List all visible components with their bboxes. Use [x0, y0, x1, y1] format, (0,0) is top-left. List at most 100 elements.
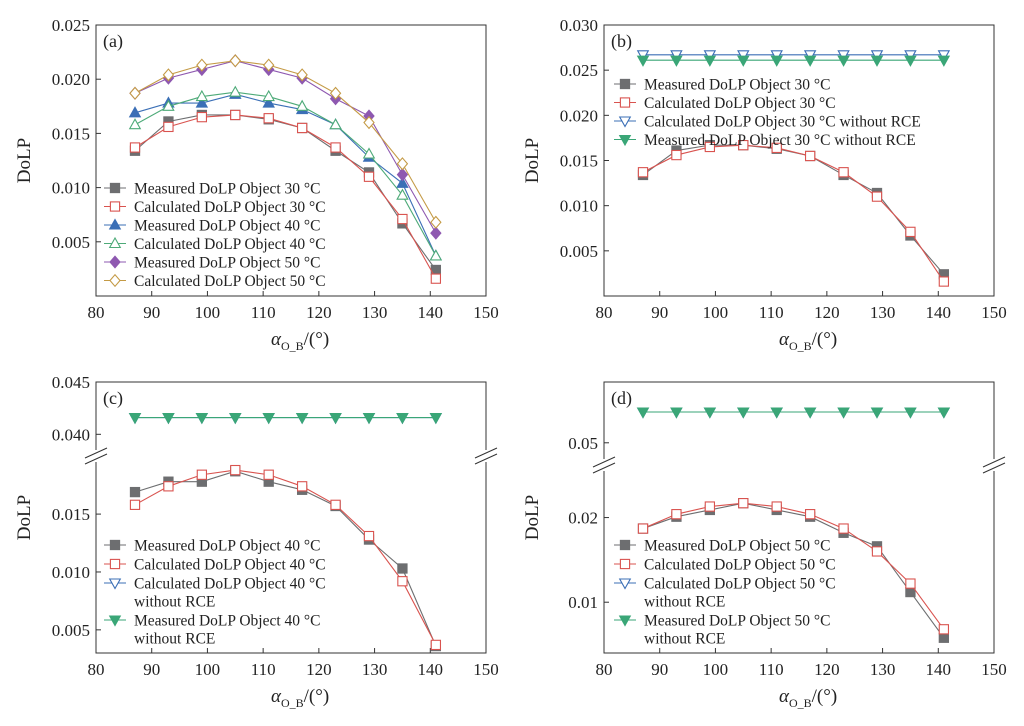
data-point [229, 85, 242, 97]
data-point [804, 509, 816, 520]
x-axis-symbol: α [779, 686, 790, 707]
x-tick-label: 120 [814, 303, 840, 322]
data-point [905, 578, 916, 589]
data-point [230, 109, 241, 121]
series-1 [637, 139, 950, 280]
y-tick-label: 0.020 [560, 106, 598, 125]
data-point [837, 50, 850, 62]
data-point [330, 142, 341, 153]
axis-break-mark [982, 456, 1006, 468]
y-tick-label: 0.040 [52, 425, 90, 444]
data-point [162, 413, 175, 425]
x-axis-subscript: O_B [789, 696, 812, 710]
data-point [770, 55, 783, 67]
x-tick-label: 140 [418, 660, 444, 679]
y-tick-label: 0.005 [560, 242, 598, 261]
data-point [129, 142, 141, 153]
data-point [396, 176, 409, 188]
x-axis-unit: /(°) [304, 686, 330, 707]
y-tick-label: 0.01 [568, 593, 598, 612]
x-tick-label: 140 [418, 303, 444, 322]
series-line [642, 144, 945, 282]
data-point [704, 501, 716, 512]
x-tick-label: 150 [473, 660, 499, 679]
x-tick-label: 110 [759, 303, 784, 322]
series-2 [129, 109, 442, 284]
x-tick-label: 90 [143, 660, 160, 679]
data-point [396, 167, 409, 182]
data-point [871, 191, 883, 202]
legend-entry: Measured DoLP Object 40 °C [134, 538, 320, 555]
data-point [938, 632, 950, 643]
data-point [904, 50, 917, 62]
legend: Measured DoLP Object 40 °C Calculated DoL… [104, 538, 326, 648]
legend-swatch-marker [109, 182, 121, 194]
legend-swatch-marker [109, 255, 121, 269]
data-point [703, 407, 717, 419]
data-point [670, 407, 683, 419]
data-point [704, 141, 716, 153]
x-tick-label: 150 [473, 303, 499, 322]
legend-swatch-marker [109, 539, 121, 551]
x-axis-title: αO_B/(°) [779, 686, 837, 710]
panel-label: (c) [103, 388, 123, 409]
axis-break-mark [474, 447, 498, 459]
y-tick-label: 0.010 [52, 563, 90, 582]
legend-entry: Measured DoLP Object 40 °C [134, 613, 320, 630]
data-point [296, 122, 308, 134]
data-point [637, 167, 649, 178]
data-point [196, 469, 208, 480]
data-point [938, 624, 950, 635]
data-point [330, 499, 341, 510]
data-point [129, 486, 141, 498]
x-tick-label: 110 [759, 660, 784, 679]
data-point [937, 55, 951, 67]
x-tick-label: 100 [195, 660, 221, 679]
x-axis-symbol: α [779, 329, 790, 350]
data-point [636, 50, 650, 62]
axis-break-mark [84, 447, 108, 459]
legend-entry: Calculated DoLP Object 50 °C [134, 273, 326, 290]
data-point [397, 213, 408, 225]
data-point [737, 55, 750, 67]
series-4 [128, 413, 443, 425]
x-axis-title: αO_B/(°) [271, 686, 329, 710]
x-tick-label: 80 [88, 660, 105, 679]
series-4 [128, 85, 443, 261]
data-point [162, 68, 175, 82]
series-2 [129, 464, 442, 651]
data-point [771, 501, 782, 512]
data-point [263, 469, 274, 480]
x-tick-label: 120 [814, 660, 840, 679]
legend-entry: Measured DoLP Object 50 °C [644, 613, 830, 630]
x-tick-label: 140 [926, 303, 952, 322]
legend-entry: Calculated DoLP Object 40 °C [134, 557, 326, 574]
data-point [128, 118, 142, 130]
data-point [703, 50, 717, 62]
x-axis-title: αO_B/(°) [779, 329, 837, 353]
data-point [771, 142, 782, 154]
legend-entry: Measured DoLP Object 50 °C [134, 255, 320, 272]
data-point [397, 563, 408, 574]
data-point [770, 50, 783, 62]
data-point [870, 55, 884, 67]
x-tick-label: 80 [88, 303, 105, 322]
data-point [837, 407, 850, 419]
data-point [670, 55, 683, 67]
legend-entry: Calculated DoLP Object 40 °C [134, 576, 326, 593]
data-point [396, 413, 409, 425]
data-point [196, 111, 208, 123]
y-tick-label: 0.005 [52, 621, 90, 640]
y-tick-label: 0.025 [560, 61, 598, 80]
series-line [642, 502, 945, 639]
axis-break-gap [592, 459, 616, 471]
data-point [937, 50, 951, 62]
x-tick-label: 150 [981, 303, 1007, 322]
x-tick-label: 110 [251, 660, 276, 679]
data-point [803, 407, 817, 419]
y-tick-label: 0.045 [52, 373, 90, 392]
y-tick-label: 0.05 [568, 434, 598, 453]
series-2 [637, 139, 950, 287]
data-point [195, 413, 209, 425]
